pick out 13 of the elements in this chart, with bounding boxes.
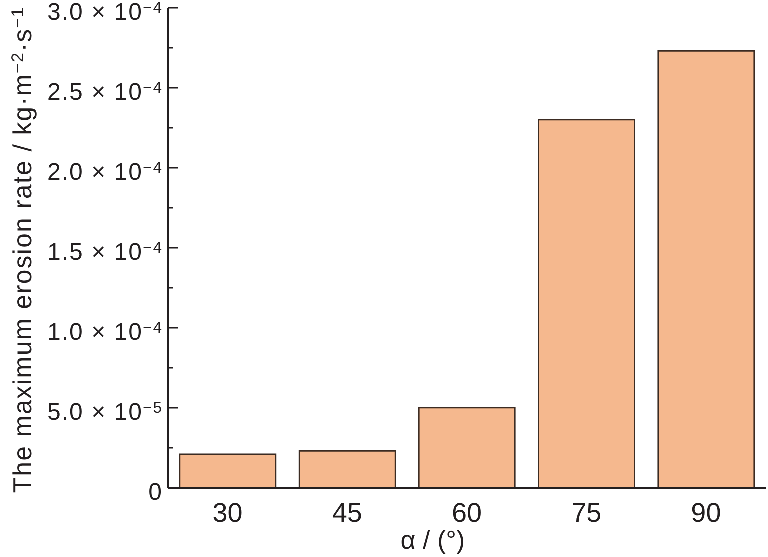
x-tick-label: 30 bbox=[212, 498, 243, 528]
y-tick-label: 0 bbox=[148, 479, 163, 506]
x-tick-label: 75 bbox=[572, 498, 602, 528]
y-tick-label: 1.5 × 10$^{−4}$ bbox=[48, 239, 163, 266]
y-tick-label: 1.0 × 10$^{−4}$ bbox=[48, 319, 163, 346]
y-tick-label: 5.0 × 10$^{−5}$ bbox=[48, 399, 163, 426]
x-tick-label: 90 bbox=[691, 498, 722, 528]
y-tick-label: 2.0 × 10$^{−4}$ bbox=[48, 159, 163, 186]
x-axis-title: α / (°) bbox=[400, 525, 466, 555]
y-tick-label: 3.0 × 10$^{−4}$ bbox=[48, 0, 163, 26]
x-tick-label: 45 bbox=[332, 498, 362, 528]
x-tick-label: 60 bbox=[452, 498, 482, 528]
y-tick-label: 2.5 × 10$^{−4}$ bbox=[48, 79, 163, 106]
